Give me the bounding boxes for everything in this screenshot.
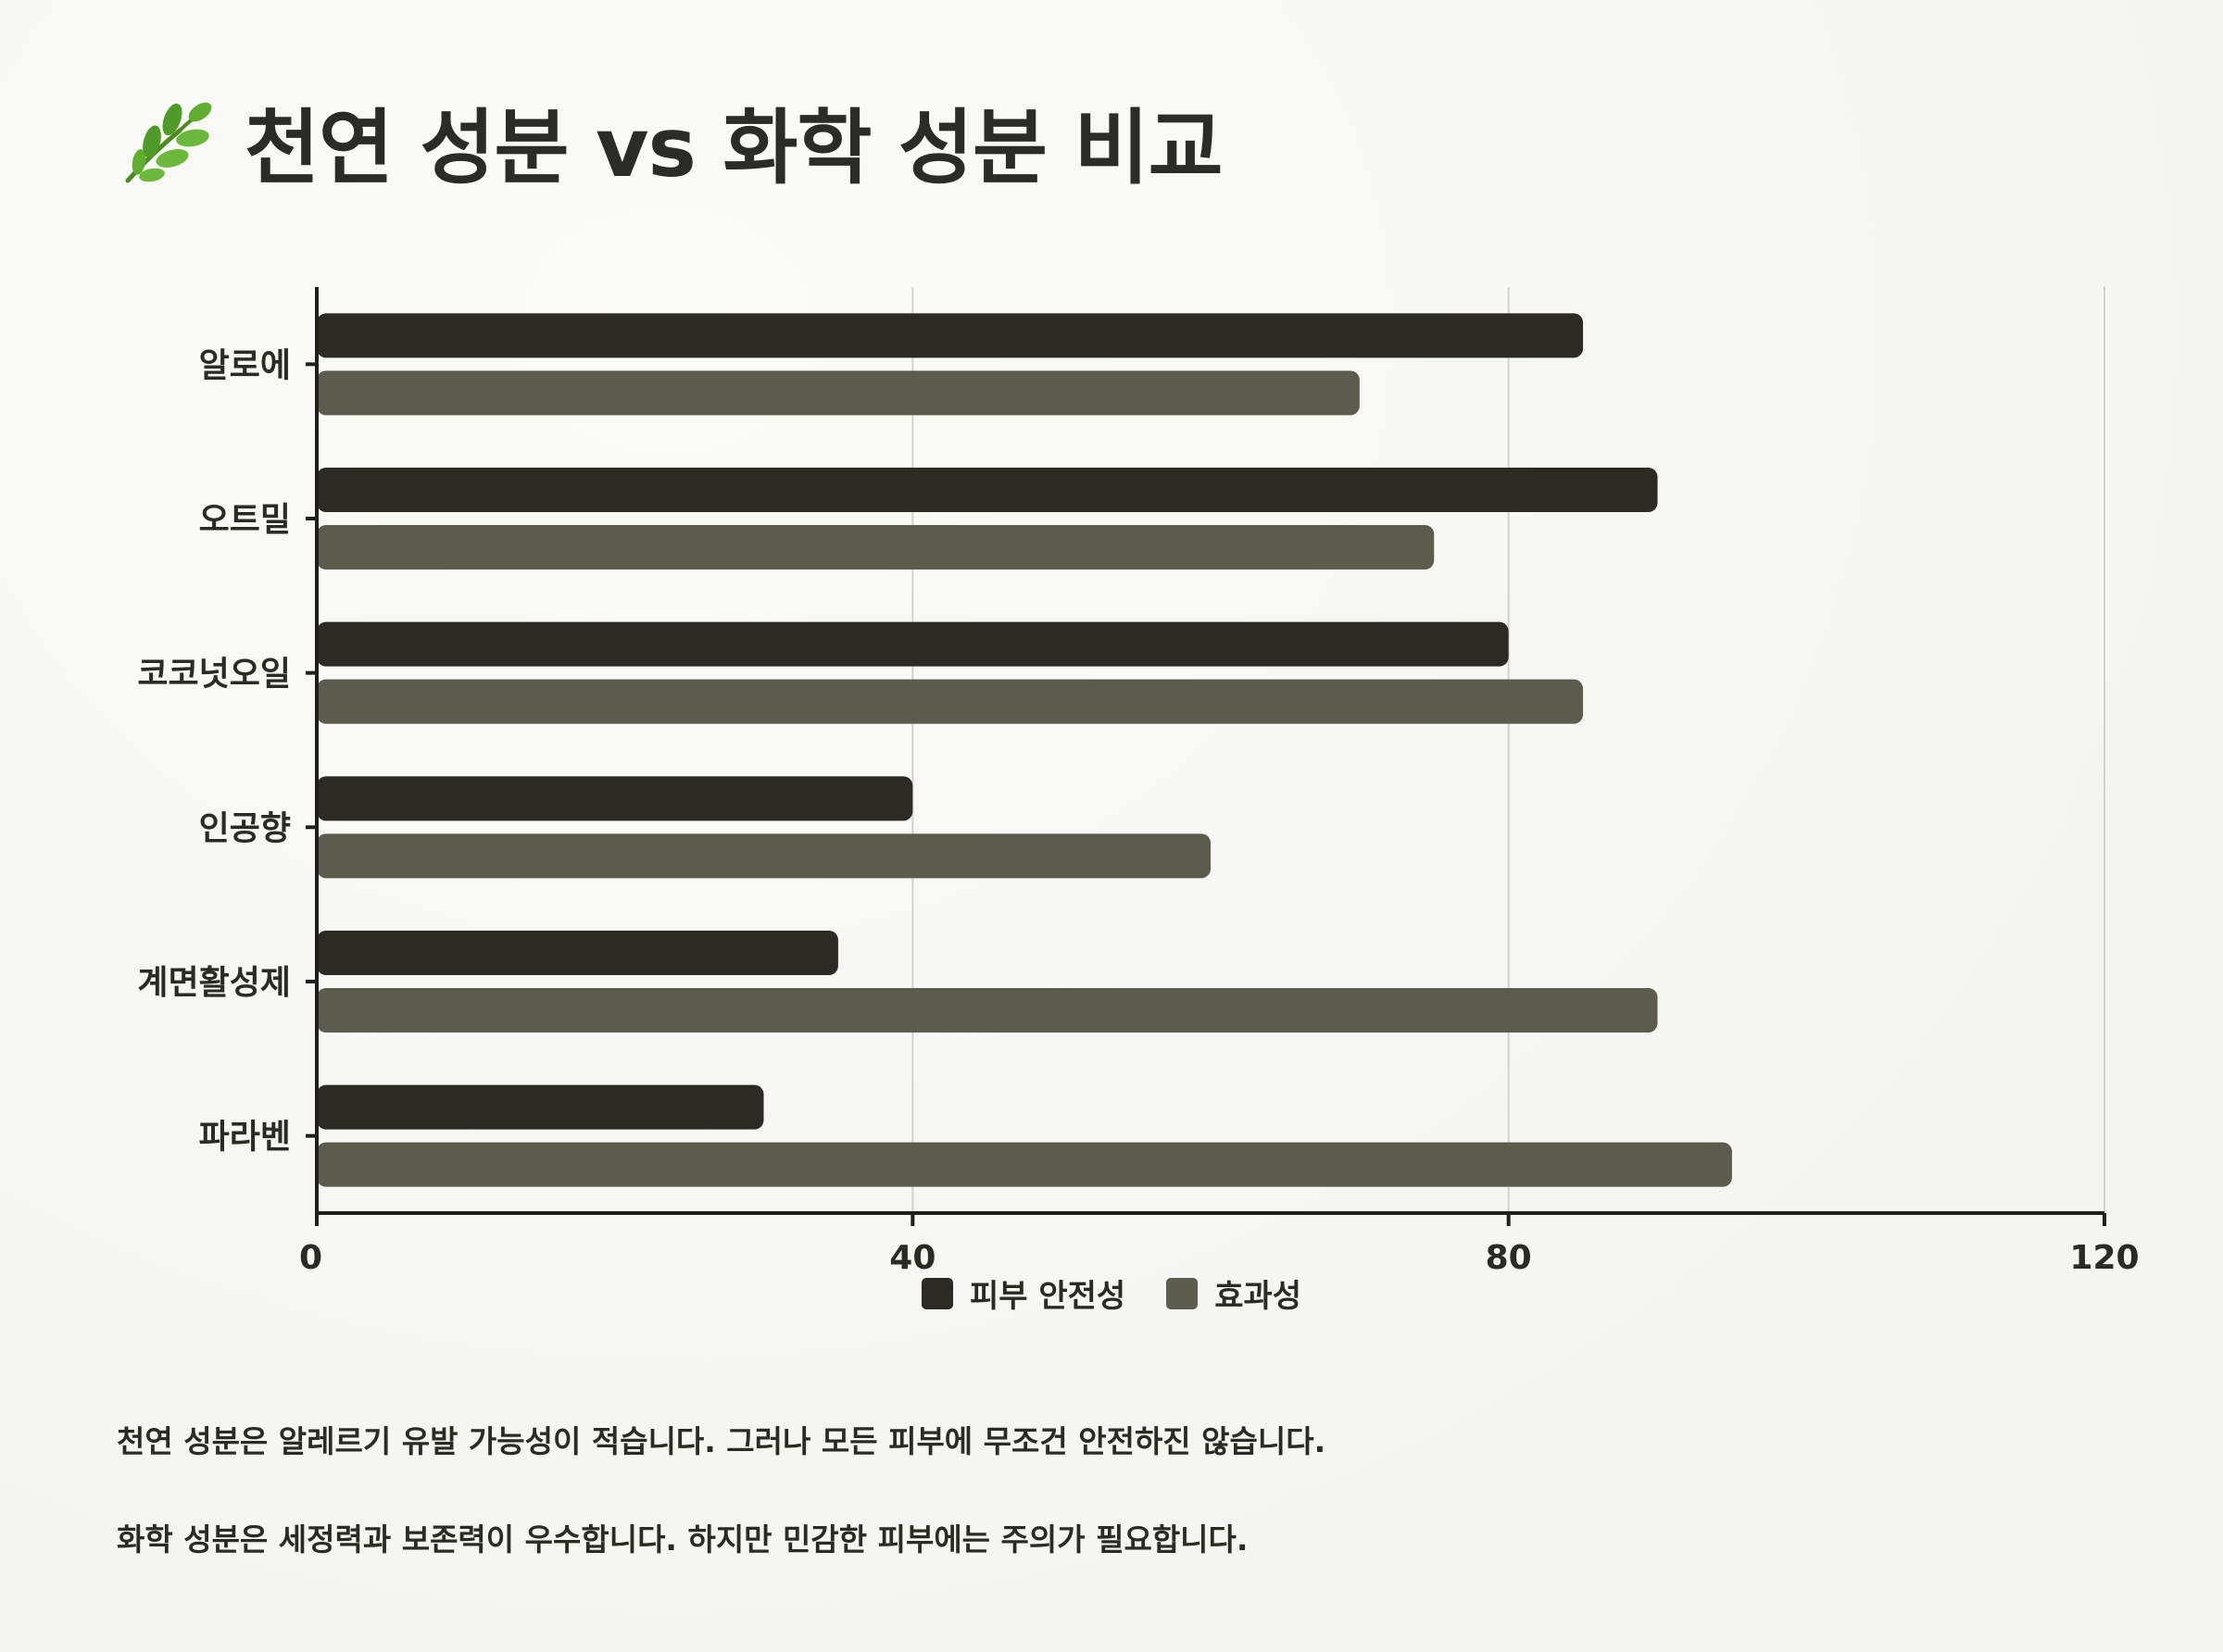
note-natural: 천연 성분은 알레르기 유발 가능성이 적습니다. 그러나 모든 피부에 무조건… (117, 1423, 1326, 1459)
bar-layer (317, 313, 1732, 1187)
bar-efficacy-1 (317, 525, 1435, 569)
legend-label-efficacy: 효과성 (1214, 1278, 1302, 1315)
legend: 피부 안전성 효과성 (0, 1270, 2223, 1316)
bar-safety-4 (317, 931, 838, 975)
category-label-2: 코코넛오일 (137, 656, 291, 694)
bar-efficacy-3 (317, 833, 1211, 879)
herb-leaf-icon (125, 102, 212, 183)
legend-swatch-safety (921, 1277, 953, 1309)
page-title: 천연 성분 vs 화학 성분 비교 (245, 99, 1224, 195)
note-chemical: 화학 성분은 세정력과 보존력이 우수합니다. 하지만 민감한 피부에는 주의가… (117, 1521, 1249, 1558)
category-label-1: 오트밀 (199, 501, 291, 539)
category-label-5: 파라벤 (199, 1119, 291, 1157)
legend-label-safety: 피부 안전성 (969, 1278, 1126, 1315)
bar-efficacy-0 (317, 370, 1360, 416)
title-row: 천연 성분 vs 화학 성분 비교 (115, 85, 1224, 196)
category-label-3: 인공향 (199, 809, 291, 847)
notes: 천연 성분은 알레르기 유발 가능성이 적습니다. 그러나 모든 피부에 무조건… (117, 1417, 2108, 1613)
legend-swatch-efficacy (1166, 1277, 1199, 1309)
bar-efficacy-2 (317, 679, 1584, 724)
bar-safety-1 (317, 468, 1658, 512)
bar-safety-3 (317, 776, 913, 821)
legend-item-efficacy: 효과성 (1166, 1270, 1301, 1316)
bar-efficacy-5 (317, 1142, 1732, 1187)
x-tick-label-120: 120 (2069, 1239, 2139, 1277)
x-tick-label-40: 40 (889, 1239, 936, 1277)
legend-item-safety: 피부 안전성 (921, 1270, 1126, 1316)
category-label-4: 계면활성제 (137, 964, 291, 1002)
bar-safety-0 (317, 313, 1584, 358)
bar-safety-5 (317, 1084, 764, 1130)
bar-efficacy-4 (317, 988, 1658, 1032)
bar-safety-2 (317, 621, 1509, 667)
category-label-0: 알로에 (199, 346, 291, 384)
grid-layer (911, 287, 2105, 1213)
x-tick-label-80: 80 (1486, 1239, 1532, 1277)
x-tick-label-0: 0 (299, 1239, 322, 1277)
